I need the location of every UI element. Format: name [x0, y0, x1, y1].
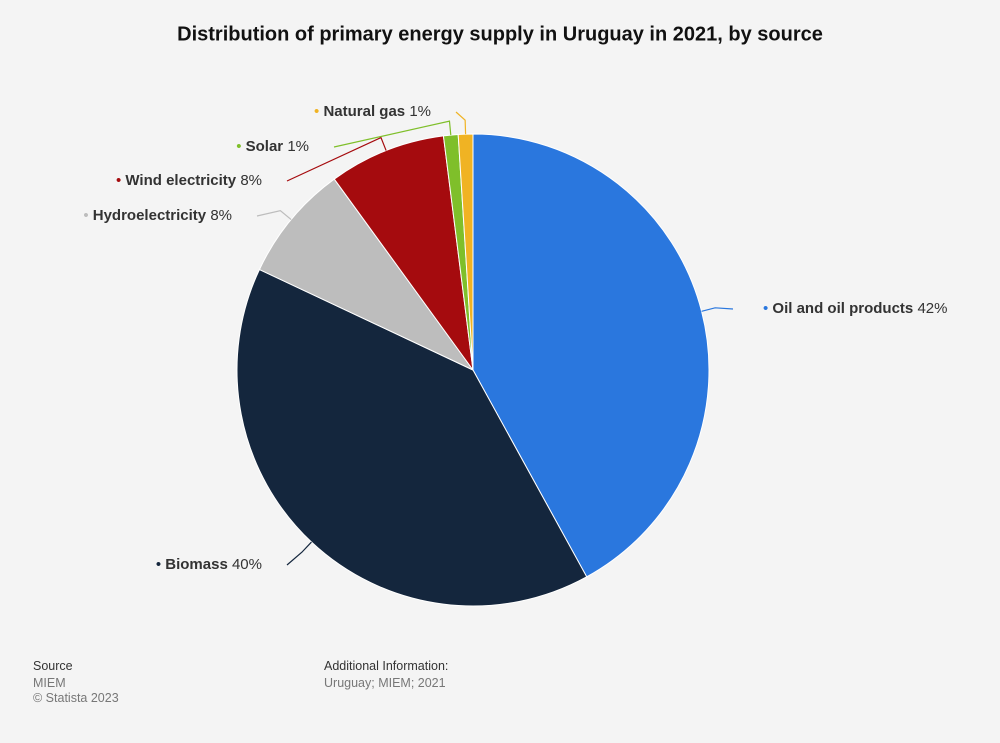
copyright: © Statista 2023: [33, 691, 119, 705]
data-label: • Biomass 40%: [156, 556, 262, 573]
category-name: Natural gas: [323, 103, 405, 120]
pie-slice: [258, 178, 474, 371]
pie-slice: [472, 133, 710, 578]
category-name: Biomass: [165, 556, 228, 573]
category-name: Hydroelectricity: [93, 207, 207, 224]
data-label: • Solar 1%: [236, 138, 309, 155]
leader-line: [286, 136, 387, 182]
leader-line: [286, 541, 312, 566]
label-dot: •: [83, 207, 92, 224]
category-name: Oil and oil products: [772, 300, 913, 317]
value-label: 1%: [409, 103, 431, 120]
source-label: Source: [33, 659, 73, 673]
label-dot: •: [116, 172, 125, 189]
data-label: • Oil and oil products 42%: [763, 300, 947, 317]
value-label: 40%: [232, 556, 262, 573]
leader-line: [455, 111, 467, 135]
pie-slice: [333, 135, 474, 371]
label-dot: •: [236, 138, 245, 155]
data-label: • Hydroelectricity 8%: [83, 207, 232, 224]
leader-line: [701, 307, 734, 312]
pie-slice: [236, 268, 588, 607]
info-label: Additional Information:: [324, 659, 448, 673]
category-name: Wind electricity: [125, 172, 236, 189]
value-label: 8%: [240, 172, 262, 189]
pie-slice: [457, 133, 474, 371]
source: MIEM: [33, 676, 66, 690]
label-dot: •: [314, 103, 323, 120]
chart-title: Distribution of primary energy supply in…: [177, 23, 823, 45]
leader-line: [256, 209, 292, 221]
leader-line: [333, 120, 452, 148]
pie: • Oil and oil products 42%• Biomass 40%•…: [83, 103, 947, 607]
data-label: • Wind electricity 8%: [116, 172, 262, 189]
data-label: • Natural gas 1%: [314, 103, 431, 120]
info: Uruguay; MIEM; 2021: [324, 676, 446, 690]
value-label: 8%: [210, 207, 232, 224]
category-name: Solar: [246, 138, 284, 155]
value-label: 42%: [917, 300, 947, 317]
value-label: 1%: [287, 138, 309, 155]
label-dot: •: [763, 300, 772, 317]
label-dot: •: [156, 556, 165, 573]
